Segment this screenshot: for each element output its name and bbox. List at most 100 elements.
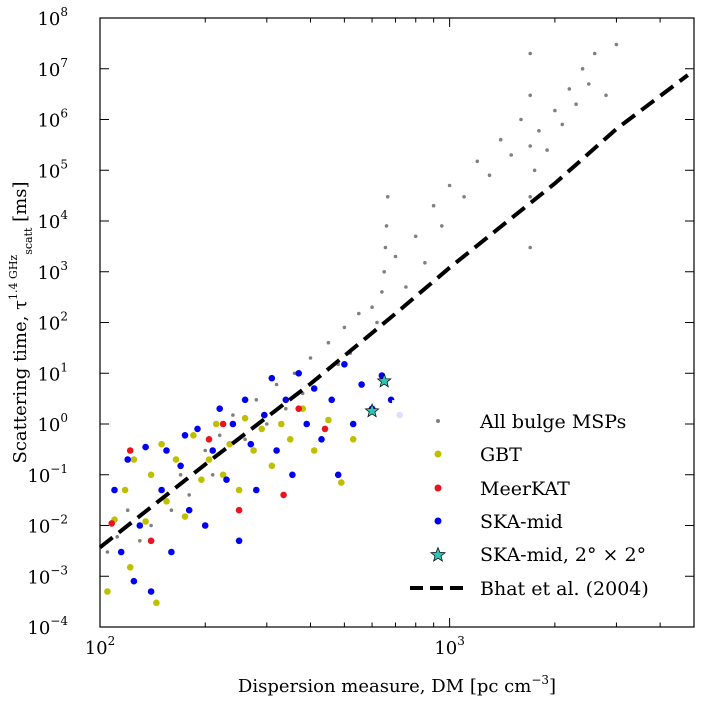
point-s1-9 [163, 498, 170, 505]
star-point-0 [364, 403, 380, 418]
point-s0-6 [169, 508, 174, 512]
y-tick-label-6: 102 [37, 310, 68, 335]
point-s0-49 [528, 195, 532, 199]
y-tick-label-8: 104 [37, 208, 68, 233]
point-s2-1 [126, 447, 134, 454]
point-s0-22 [326, 340, 331, 345]
star-point-1 [376, 373, 392, 388]
point-s0-51 [528, 93, 532, 98]
point-s1-3 [126, 564, 134, 571]
point-s3-17 [223, 476, 230, 484]
point-s3-31 [318, 436, 325, 443]
point-s0-39 [431, 203, 436, 208]
point-s2-3 [205, 436, 213, 443]
point-s3-15 [209, 447, 216, 454]
bhat-fit-line [98, 73, 690, 549]
point-s1-4 [130, 456, 138, 463]
point-s0-46 [509, 153, 513, 157]
point-s0-48 [528, 245, 532, 250]
point-s3-4 [136, 522, 144, 529]
point-s0-0 [105, 550, 110, 554]
series-1 [104, 405, 357, 607]
y-tick-label-10: 106 [37, 107, 68, 132]
series-4 [364, 373, 392, 418]
point-s1-15 [212, 420, 220, 428]
point-s3-22 [252, 486, 260, 494]
point-s3-27 [289, 471, 296, 479]
point-s1-24 [286, 436, 294, 443]
legend-label-gbt: GBT [480, 444, 522, 466]
point-s0-59 [574, 102, 578, 106]
y-axis-label: Scattering time, τ1.4 GHzscatt [ms] [7, 181, 35, 463]
series-2 [108, 405, 329, 545]
point-s3-30 [310, 385, 318, 392]
x-tick-label-0: 102 [85, 634, 116, 659]
point-s3-1 [117, 548, 125, 556]
point-s1-22 [268, 462, 276, 470]
point-s0-57 [560, 122, 565, 127]
point-s0-40 [440, 224, 444, 228]
point-s0-3 [138, 539, 142, 543]
point-s1-19 [241, 414, 249, 422]
point-s3-33 [334, 471, 342, 479]
point-s1-10 [172, 456, 180, 463]
point-s0-35 [393, 254, 398, 259]
point-s1-14 [205, 456, 213, 463]
legend-marker-star-icon [429, 546, 447, 562]
point-s1-20 [250, 447, 257, 454]
y-tick-label-11: 107 [37, 56, 68, 81]
point-s3-11 [181, 432, 189, 439]
point-s0-2 [125, 508, 130, 512]
legend-entry-ska-mid: SKA-mid [434, 511, 563, 533]
point-s3-12 [185, 506, 193, 514]
point-s3-8 [163, 447, 170, 454]
point-s1-26 [310, 447, 318, 454]
y-tick-label-9: 105 [37, 157, 68, 182]
point-s0-38 [423, 261, 427, 265]
point-s2-4 [219, 420, 227, 428]
legend-marker-meerkat [434, 484, 442, 492]
point-s0-64 [614, 42, 619, 47]
legend-entry-all-bulge-msps: All bulge MSPs [436, 411, 626, 433]
y-tick-label-3: 10−1 [27, 462, 68, 487]
point-s1-29 [349, 436, 357, 443]
point-s0-54 [537, 129, 541, 133]
x-axis-label-exponent: −3 [531, 673, 549, 687]
legend-background [392, 400, 684, 614]
point-s0-33 [384, 224, 389, 228]
y-axis-label-superscript: 1.4 GHz [7, 255, 20, 300]
point-s1-11 [181, 513, 189, 520]
series-5 [98, 73, 690, 549]
legend-entry-bhat-2004: Bhat et al. (2004) [410, 578, 649, 600]
x-axis-label-text: Dispersion measure, DM [pc cm [238, 676, 531, 697]
axis-labels: Dispersion measure, DM [pc cm−3] Scatter… [7, 181, 556, 697]
point-s0-44 [487, 173, 492, 177]
point-s3-2 [124, 456, 131, 463]
legend-marker-ska-mid [434, 517, 442, 525]
point-s0-1 [115, 535, 119, 539]
point-s0-7 [178, 473, 183, 477]
legend-label-bhat-2004: Bhat et al. (2004) [480, 578, 649, 600]
point-s3-18 [229, 420, 237, 428]
point-s0-11 [217, 433, 222, 438]
point-s1-16 [219, 471, 227, 479]
point-s0-42 [462, 195, 466, 199]
point-s0-32 [383, 245, 388, 250]
point-s0-63 [604, 93, 608, 98]
point-s3-34 [341, 361, 348, 368]
point-s0-37 [413, 234, 418, 239]
legend: All bulge MSPs GBT MeerKAT SKA-mid SKA-m… [392, 400, 684, 614]
point-s2-5 [235, 506, 243, 514]
legend-marker-all-bulge-msps [436, 419, 440, 423]
point-s0-14 [254, 398, 259, 402]
point-s0-8 [187, 493, 191, 497]
point-s3-29 [303, 420, 311, 428]
point-s3-9 [168, 548, 175, 556]
point-s2-6 [280, 491, 287, 499]
series-3 [111, 361, 404, 595]
y-tick-label-7: 103 [37, 259, 68, 284]
point-s0-41 [447, 183, 452, 188]
point-s1-21 [258, 425, 266, 433]
point-s3-13 [194, 425, 201, 433]
point-s0-36 [404, 285, 408, 289]
